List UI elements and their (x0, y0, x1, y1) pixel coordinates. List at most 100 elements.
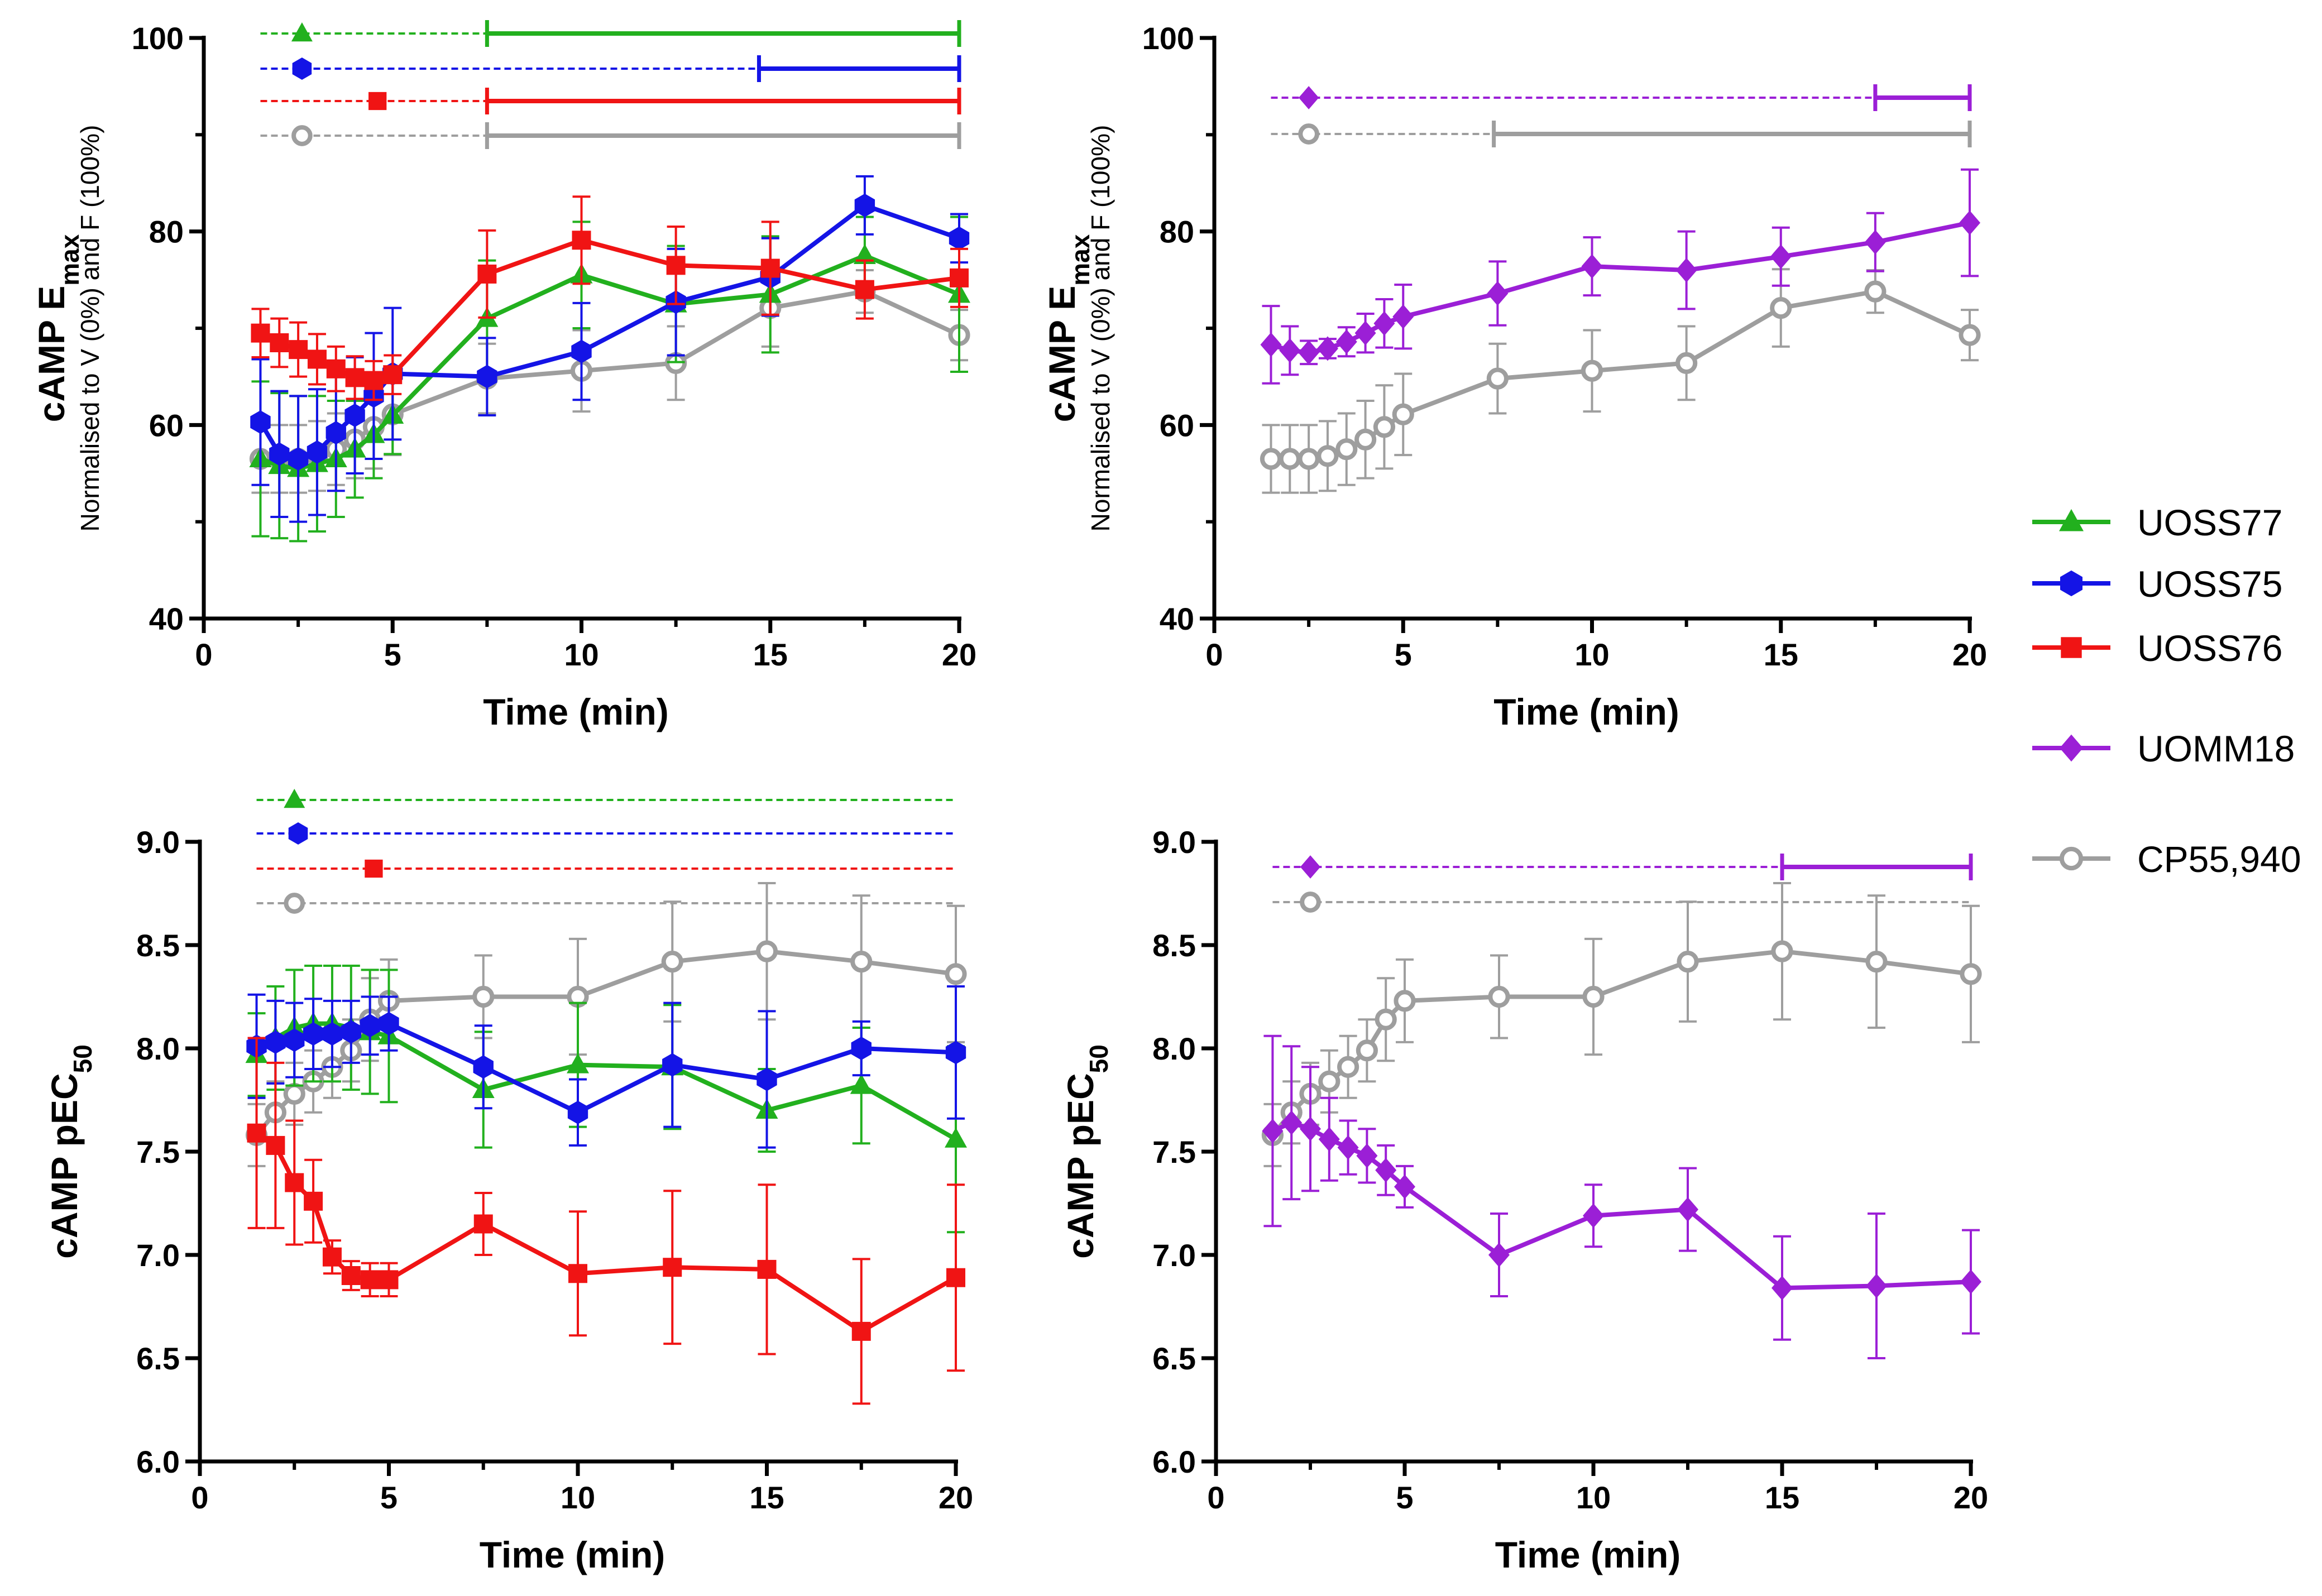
data-point (855, 280, 874, 299)
data-point (850, 951, 873, 973)
data-point (1318, 1127, 1340, 1152)
data-point (1488, 985, 1510, 1008)
data-point (1354, 428, 1377, 450)
data-point (1487, 281, 1509, 306)
data-point (247, 1123, 266, 1143)
data-point (1959, 210, 1980, 236)
series-line (255, 1021, 957, 1142)
x-tick-label: 15 (1765, 1480, 1799, 1515)
data-point (1279, 448, 1301, 470)
data-point (1675, 352, 1698, 375)
y-tick-label: 40 (1160, 601, 1194, 636)
legend-item-uoss75: UOSS75 (2032, 563, 2282, 605)
legend-label: UOSS76 (2137, 627, 2282, 669)
significance-uomm18 (1271, 84, 1972, 111)
data-point (1298, 340, 1320, 365)
y-axis-title: cAMP Emax (31, 234, 84, 422)
data-point (1335, 438, 1358, 461)
data-point (1581, 254, 1603, 279)
legend-label: UOSS75 (2137, 563, 2282, 605)
data-point (288, 447, 309, 471)
data-point (1337, 1135, 1359, 1160)
x-tick-label: 20 (1952, 637, 1987, 672)
significance-marker (1299, 86, 1319, 109)
x-tick-label: 0 (191, 1480, 208, 1515)
x-tick-label: 15 (749, 1480, 784, 1515)
y-tick-label: 6.0 (1152, 1444, 1196, 1479)
x-tick-label: 5 (1395, 637, 1412, 672)
data-point (1337, 1056, 1359, 1078)
data-point (473, 1055, 494, 1079)
data-point (760, 258, 780, 278)
data-point (1335, 329, 1357, 354)
data-point (1959, 324, 1981, 346)
data-point (1583, 1203, 1604, 1228)
data-point (1770, 297, 1792, 319)
series-cp55-940 (1260, 268, 1981, 494)
data-point (284, 1028, 305, 1052)
legend-item-uoss76: UOSS76 (2032, 627, 2282, 669)
series-uomm18 (1260, 168, 1980, 385)
significance-uoss75 (256, 822, 956, 845)
y-axis-subtitle: Normalised to V (0%) and F (100%) (1086, 125, 1115, 532)
data-point (1281, 1110, 1303, 1135)
significance-marker (291, 22, 313, 42)
data-point (364, 371, 384, 390)
legend-item-uoss77: UOSS77 (2032, 502, 2282, 543)
data-point (1864, 280, 1887, 303)
data-point (1392, 403, 1414, 425)
data-point (1581, 360, 1603, 382)
data-point (661, 951, 683, 973)
significance-uoss76 (260, 88, 961, 114)
legend-hexagon-icon (2060, 570, 2083, 597)
data-point (1373, 311, 1395, 336)
data-point (270, 333, 289, 352)
data-point (567, 1100, 588, 1124)
data-point (572, 231, 591, 250)
data-point (304, 1191, 323, 1211)
x-tick-label: 10 (1576, 1480, 1611, 1515)
series-uoss76 (247, 1037, 965, 1405)
series-uoss75 (250, 175, 970, 523)
data-point (289, 340, 308, 360)
y-tick-label: 9.0 (136, 825, 180, 860)
data-point (1260, 448, 1282, 470)
data-point (568, 1264, 587, 1283)
data-point (945, 963, 967, 985)
y-tick-label: 7.5 (1152, 1134, 1196, 1170)
x-tick-label: 5 (380, 1480, 398, 1515)
data-point (473, 1214, 493, 1234)
y-tick-label: 40 (149, 601, 184, 636)
x-tick-label: 0 (195, 637, 212, 672)
data-point (1262, 1119, 1284, 1143)
data-point (360, 1270, 380, 1290)
significance-uoss77 (256, 789, 956, 808)
y-axis-title: cAMP pEC50 (44, 1044, 97, 1259)
significance-marker (365, 859, 383, 878)
y-tick-label: 7.0 (136, 1238, 180, 1273)
x-tick-label: 0 (1207, 1480, 1224, 1515)
significance-cp55-940 (256, 893, 956, 914)
data-point (666, 256, 686, 275)
x-axis-title: Time (min) (1493, 691, 1679, 732)
x-tick-label: 5 (384, 637, 401, 672)
x-tick-label: 20 (1954, 1480, 1988, 1515)
x-tick-label: 20 (939, 1480, 973, 1515)
chart-panel-pec50-uoss: 0 5 10 15 20 6.0 6.5 7.0 7.5 8.0 8.5 9.0 Time (min) c… (44, 789, 973, 1575)
significance-cp55-940 (1271, 121, 1972, 147)
data-point (853, 244, 876, 264)
significance-uoss75 (260, 55, 961, 82)
data-point (1865, 951, 1888, 973)
significance-cp55-940 (1272, 892, 1971, 913)
y-tick-label: 9.0 (1152, 825, 1196, 860)
y-tick-label: 8.0 (136, 1031, 180, 1066)
series-uoss76 (251, 195, 969, 401)
data-point (1356, 1143, 1378, 1168)
y-tick-label: 8.5 (1152, 928, 1196, 963)
data-point (1677, 1197, 1698, 1222)
data-point (1582, 985, 1605, 1008)
x-tick-label: 10 (561, 1480, 595, 1515)
data-point (1316, 336, 1338, 361)
chart-panel-pec50-uomm: 0 5 10 15 20 6.0 6.5 7.0 7.5 8.0 8.5 9.0 Time (min) c… (1060, 825, 1988, 1575)
significance-marker (368, 92, 387, 111)
